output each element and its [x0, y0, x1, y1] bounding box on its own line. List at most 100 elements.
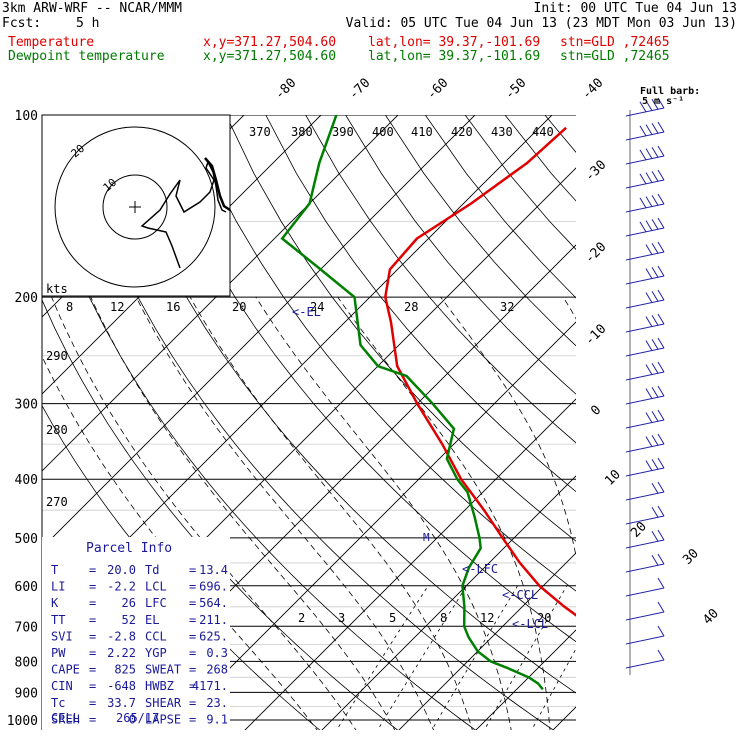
moist-adiabat-line	[135, 296, 434, 730]
temperature-xy: x,y=371.27,504.60	[203, 35, 337, 50]
wind-barb	[625, 121, 665, 141]
parcel-title: Parcel Info	[86, 541, 172, 556]
dry-adiabat-line	[464, 115, 576, 250]
init-time: Init: 00 UTC Tue 04 Jun 13	[533, 1, 738, 16]
pressure-axis: 100 200 300 400 500 600 700 800 900 1000	[7, 109, 43, 730]
parcel-param-value: 52	[122, 613, 136, 627]
parcel-param-value: -2.2	[107, 580, 136, 594]
parcel-eq: =	[89, 613, 96, 627]
parcel-param-label: LCL	[145, 580, 167, 594]
parcel-param-value: 211.	[199, 613, 228, 627]
theta-label: 390	[332, 125, 354, 139]
chart-header: 3km ARW-WRF -- NCAR/MMM Init: 00 UTC Tue…	[0, 0, 740, 70]
parcel-param-label: SVI	[51, 629, 73, 643]
forecast-hours: 5 h	[76, 16, 100, 31]
mixing-ratio-line	[377, 585, 467, 730]
dry-adiabat-line	[664, 115, 740, 733]
wind-barb	[625, 553, 665, 573]
parcel-param-label: YGP	[145, 646, 167, 660]
el-marker: <-EL	[292, 305, 321, 319]
hodograph: 10 20 kts	[41, 114, 231, 297]
isotherm-label: -70	[346, 76, 373, 103]
isotherm-label: -40	[579, 76, 606, 103]
isotherm-label: 0	[588, 403, 604, 419]
parcel-param-label: Td	[145, 563, 159, 577]
m-marker: M	[423, 531, 430, 544]
parcel-param-value: 4171.	[192, 679, 228, 693]
pressure-label: 300	[15, 398, 38, 413]
parcel-eq: =	[89, 580, 96, 594]
parcel-param-label: LFC	[145, 596, 167, 610]
dewpoint-legend: Dewpoint temperature	[8, 49, 165, 64]
theta-label: 400	[372, 125, 394, 139]
theta-label: 430	[491, 125, 513, 139]
pressure-label: 400	[15, 473, 38, 488]
wind-barb	[625, 505, 665, 525]
parcel-param-value: 825	[114, 663, 136, 677]
theta-left-label: 290	[46, 349, 68, 363]
isotherm-line	[244, 398, 576, 730]
cell-value: 265/17	[116, 711, 159, 725]
hodo-ring-label: 12	[110, 300, 124, 314]
parcel-eq: =	[189, 596, 196, 610]
mixing-ratio-label: 8	[440, 611, 447, 625]
wind-barb	[625, 529, 665, 549]
mixing-ratio-label: 5	[389, 611, 396, 625]
isotherm-line	[475, 629, 576, 730]
mixing-ratio-label: 3	[338, 611, 345, 625]
mixing-ratio-labels: 2 3 5 8 12 20	[298, 611, 551, 625]
wind-barb	[625, 433, 665, 453]
wind-barb	[625, 601, 665, 621]
parcel-param-label: CIN	[51, 679, 73, 693]
model-title: 3km ARW-WRF -- NCAR/MMM	[2, 1, 183, 16]
parcel-param-value: 564.	[199, 596, 228, 610]
wind-barb	[625, 97, 665, 117]
barb-legend-value: 5 m s⁻¹	[642, 96, 684, 107]
parcel-eq: =	[189, 646, 196, 660]
lcl-marker: <-LCL	[512, 617, 548, 631]
parcel-param-value: 9.1	[206, 712, 228, 726]
parcel-eq: =	[189, 663, 196, 677]
parcel-eq: =	[189, 712, 196, 726]
parcel-eq: =	[189, 563, 196, 577]
parcel-rows: T = 20.0 Td = 13.4LI = -2.2 LCL = 696.K = 26 LFC = 564.…	[51, 563, 228, 726]
parcel-eq: =	[189, 629, 196, 643]
dry-adiabat-line	[225, 115, 576, 542]
isotherm-line	[0, 115, 13, 733]
parcel-eq: =	[89, 679, 96, 693]
dry-adiabat-line	[424, 115, 576, 299]
wind-barb	[625, 457, 665, 477]
dry-adiabat-line	[704, 115, 740, 733]
wind-barbs	[625, 97, 665, 675]
mixing-ratio-line	[593, 586, 670, 733]
temperature-latlon: lat,lon= 39.37,-101.69	[368, 35, 541, 50]
barb-legend-label: Full barb:	[640, 86, 700, 97]
parcel-eq: =	[189, 679, 196, 693]
parcel-param-label: SHEAR	[145, 696, 182, 710]
wind-barb	[625, 145, 665, 165]
parcel-param-value: -648	[107, 679, 136, 693]
dry-adiabat-line	[345, 115, 576, 395]
isotherm-line	[42, 115, 399, 472]
parcel-param-label: LAPSE	[145, 712, 181, 726]
dry-adiabat-line	[42, 173, 477, 730]
parcel-info-panel: Parcel Info T = 20.0 Td = 13.4LI = -2.2 LCL = 696.…	[42, 537, 230, 730]
mixing-ratio-line	[531, 648, 576, 730]
dry-adiabat-line	[385, 115, 576, 347]
parcel-param-value: 33.7	[107, 696, 136, 710]
isotherm-label: -10	[582, 322, 609, 349]
theta-label: 440	[532, 125, 554, 139]
moist-adiabat-line	[666, 297, 698, 733]
parcel-eq: =	[89, 663, 96, 677]
parcel-param-value: 23.	[206, 696, 228, 710]
isotherm-label: 40	[700, 606, 722, 628]
parcel-param-label: CCL	[145, 629, 167, 643]
dry-adiabat-line	[265, 115, 576, 493]
isotherm-label: -50	[502, 76, 529, 103]
theta-label: 420	[451, 125, 473, 139]
parcel-eq: =	[89, 596, 96, 610]
isotherm-label: -60	[424, 76, 451, 103]
dry-adiabat-line	[185, 115, 576, 592]
wind-barb	[625, 169, 665, 189]
pressure-label: 800	[15, 655, 38, 670]
